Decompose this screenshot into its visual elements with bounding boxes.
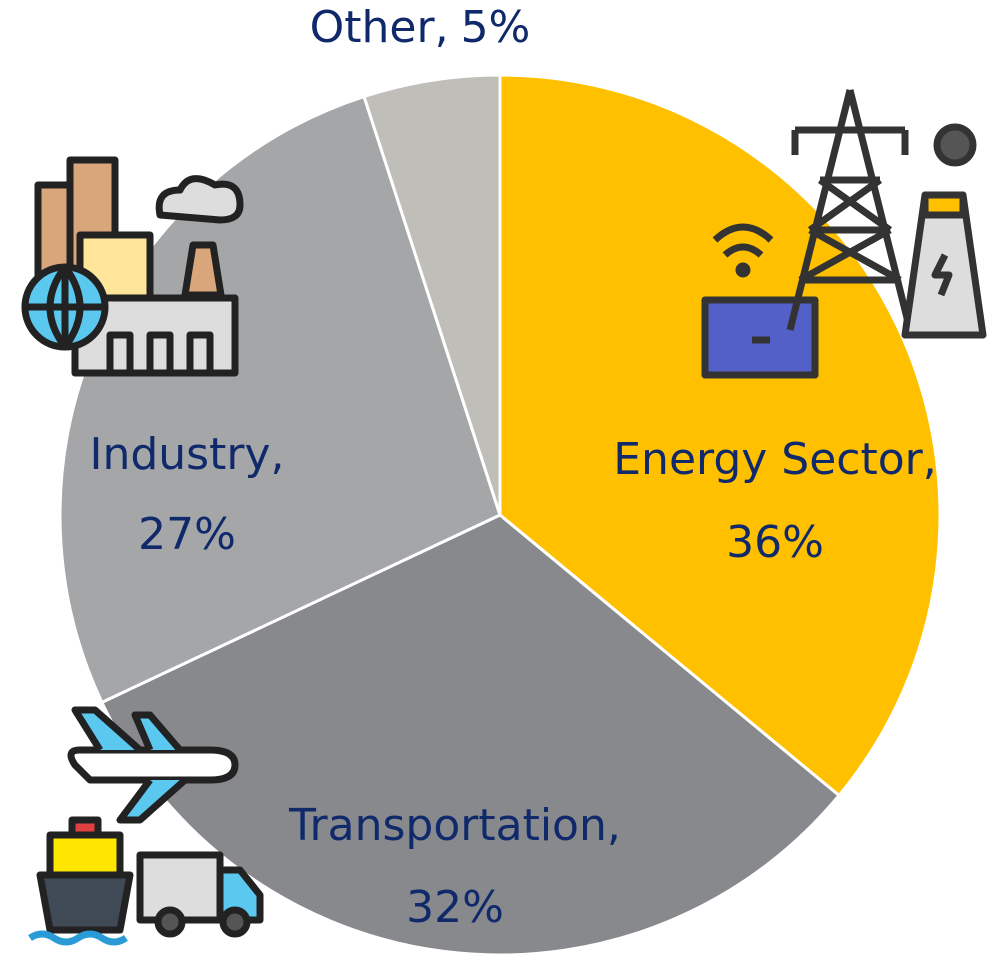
category-name: Industry (90, 429, 271, 480)
separator: , (435, 2, 449, 53)
category-name: Other (310, 2, 436, 53)
separator: , (270, 429, 284, 480)
category-name: Transportation (288, 800, 607, 851)
separator: , (607, 800, 621, 851)
chart: Energy Sector, 36% Transportation, 32% Indus… (0, 0, 989, 954)
value-label: 36% (726, 517, 824, 568)
value-label: 32% (406, 882, 504, 933)
slice-label: Energy Sector, (613, 434, 936, 485)
slice-label: Transportation, (288, 800, 621, 851)
slice-label: Industry, (90, 429, 285, 480)
value-label: 5% (461, 2, 531, 53)
value-label: 27% (138, 509, 236, 560)
slice-label: Other,5% (310, 2, 531, 53)
industry-icon (25, 160, 240, 373)
separator: , (923, 434, 937, 485)
category-name: Energy Sector (613, 434, 923, 485)
